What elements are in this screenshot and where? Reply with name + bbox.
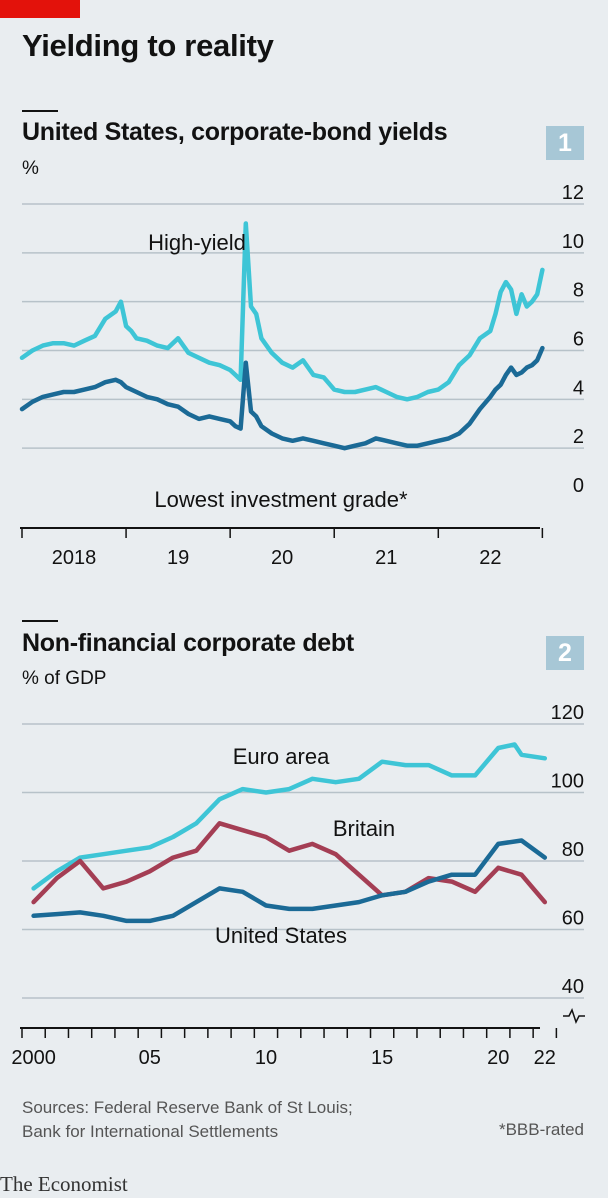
economist-red-tag: [0, 0, 80, 18]
series-line-lowest-investment-grade: [19, 345, 545, 451]
y-tick-label: 12: [562, 182, 584, 204]
y-tick-label: 40: [562, 976, 584, 998]
series-label: Euro area: [233, 744, 330, 769]
chart1-title: United States, corporate-bond yields: [22, 118, 448, 146]
y-tick-label: 60: [562, 908, 584, 930]
series-line-united-states: [31, 838, 548, 924]
x-tick-label: 19: [167, 547, 189, 569]
chart2-plot: 40 60 80 100 120 2000 05 10 15 20 22 Euro area Brita…: [11, 702, 585, 1069]
source-line-2: Bank for International Settlements: [22, 1122, 279, 1141]
footnote: *BBB-rated: [498, 1120, 584, 1139]
y-tick-label: 8: [573, 280, 584, 302]
x-tick-label: 22: [534, 1047, 556, 1069]
series-label: High-yield: [148, 230, 246, 255]
series-label: United States: [215, 923, 347, 948]
y-tick-label: 10: [562, 231, 584, 253]
chart2-rule: [22, 620, 58, 622]
chart1-rule: [22, 110, 58, 112]
chart2-unit: % of GDP: [22, 668, 107, 689]
x-tick-label: 21: [375, 547, 397, 569]
page-title: Yielding to reality: [22, 28, 274, 63]
x-tick-label: 20: [487, 1047, 509, 1069]
y-tick-label: 120: [551, 702, 584, 724]
x-tick-label: 05: [139, 1047, 161, 1069]
series-label: Lowest investment grade*: [154, 487, 408, 512]
series-line-euro-area: [31, 742, 548, 891]
y-tick-label: 2: [573, 426, 584, 448]
x-tick-label: 15: [371, 1047, 393, 1069]
series-line-britain: [31, 821, 548, 905]
series-label: Britain: [333, 816, 395, 841]
y-tick-label: 4: [573, 377, 584, 399]
y-tick-label: 6: [573, 329, 584, 351]
axis-break-icon: [563, 1008, 585, 1024]
chart1-plot: 0 2 4 6 8 10 12 2018 19 20 21 22 High-yield Lowest in…: [19, 182, 584, 569]
series-line-high-yield: [19, 221, 545, 402]
x-tick-label: 22: [479, 547, 501, 569]
y-tick-label: 100: [551, 771, 584, 793]
x-tick-label: 20: [271, 547, 293, 569]
source-line-1: Sources: Federal Reserve Bank of St Loui…: [22, 1098, 353, 1117]
chart1-unit: %: [22, 158, 39, 179]
economist-logo: The Economist: [0, 1172, 128, 1196]
chart1-badge: 1: [546, 126, 584, 160]
chart2-title: Non-financial corporate debt: [22, 629, 354, 657]
chart2-badge: 2: [546, 636, 584, 670]
x-tick-label: 2000: [11, 1047, 56, 1069]
x-tick-label: 10: [255, 1047, 277, 1069]
y-tick-label: 80: [562, 839, 584, 861]
x-tick-label: 2018: [52, 547, 97, 569]
y-tick-label: 0: [573, 475, 584, 497]
source-note: Sources: Federal Reserve Bank of St Loui…: [22, 1096, 353, 1144]
